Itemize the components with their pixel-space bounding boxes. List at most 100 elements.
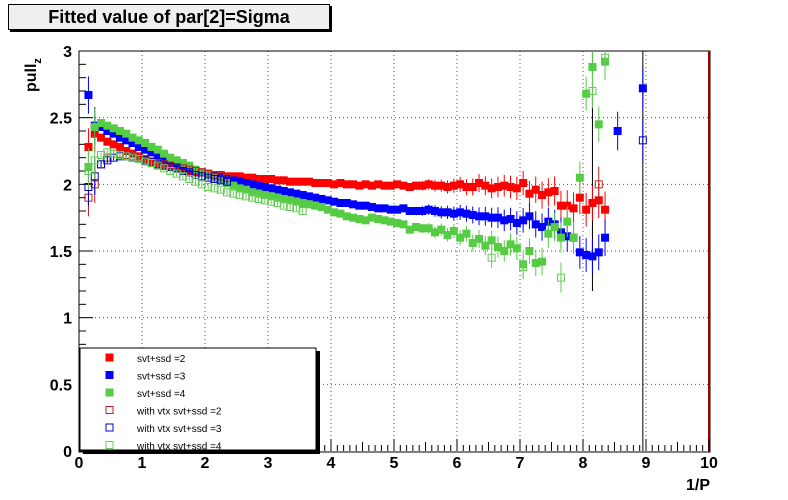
series-3-point <box>569 233 578 242</box>
series-3-point <box>588 63 597 71</box>
series-1-point <box>512 184 521 193</box>
series-3-point <box>512 244 521 253</box>
x-tick-label: 8 <box>579 455 588 472</box>
legend-marker <box>105 423 114 432</box>
series-5-point <box>103 156 112 165</box>
series-5-point <box>223 177 232 186</box>
y-tick-label: 2 <box>63 177 72 194</box>
data-points <box>84 51 647 451</box>
series-6-point <box>178 172 187 181</box>
series-6-point <box>248 193 257 202</box>
series-3-point <box>475 235 484 243</box>
series-1-point <box>569 204 578 213</box>
series-6-point <box>273 199 282 207</box>
series-6-point <box>204 183 213 191</box>
series-6-point <box>241 192 250 201</box>
series-6-point <box>229 189 238 198</box>
series-6-point <box>84 167 93 175</box>
y-tick-label: 1 <box>63 311 72 328</box>
y-axis-label-main: pull <box>23 64 40 92</box>
series-3-point <box>525 247 534 255</box>
x-tick-label: 2 <box>201 455 210 472</box>
y-axis-label-sub: z <box>32 58 44 64</box>
series-1-point <box>582 205 591 214</box>
series-6-point <box>223 188 232 197</box>
series-6-point <box>153 161 162 170</box>
y-tick-label: 0 <box>63 444 72 461</box>
series-2-point <box>525 212 534 221</box>
series-1-point <box>531 185 540 194</box>
series-6-point <box>216 185 225 194</box>
legend-label: svt+ssd =3 <box>137 372 186 383</box>
y-tick-label: 3 <box>63 44 72 61</box>
series-6-point <box>141 157 150 166</box>
series-6-point <box>519 263 528 271</box>
x-tick-label: 9 <box>642 455 651 472</box>
series-3-point <box>575 173 584 182</box>
legend-marker <box>105 441 114 449</box>
series-5-point <box>210 175 219 183</box>
series-3-point <box>481 241 490 250</box>
series-6-point <box>210 184 219 193</box>
series-6-point <box>97 151 106 159</box>
legend-marker <box>105 388 114 397</box>
series-3-point <box>550 223 559 231</box>
series-3-point <box>582 89 591 98</box>
legend-box <box>79 347 317 451</box>
series-5-point <box>638 136 647 145</box>
series-3-point <box>437 225 446 234</box>
series-3-point <box>538 257 547 266</box>
series-3-point <box>449 227 458 235</box>
series-1-point <box>519 179 528 187</box>
series-6-point <box>292 204 301 213</box>
series-6-point <box>160 164 169 173</box>
legend-label: with vtx svt+ssd =4 <box>136 442 222 453</box>
series-6-point <box>185 175 194 183</box>
x-tick-label: 4 <box>327 455 336 472</box>
series-6-point <box>279 201 288 210</box>
series-3-point <box>487 236 496 245</box>
series-3-point <box>399 220 408 229</box>
y-axis-label: pullz <box>23 58 44 92</box>
series-2-point <box>594 248 603 257</box>
legend-label: with vtx svt+ssd =2 <box>136 407 222 418</box>
series-6-point <box>172 169 181 178</box>
series-6-point <box>601 53 610 62</box>
series-1-point <box>575 193 584 202</box>
series-2-point <box>601 233 610 242</box>
legend-label: svt+ssd =2 <box>137 354 186 365</box>
series-5-point <box>216 176 225 185</box>
series-2-point <box>613 127 622 135</box>
series-2-point <box>538 223 547 231</box>
series-6-point <box>197 180 206 189</box>
legend-marker <box>105 353 114 362</box>
series-6-point <box>103 148 112 157</box>
series-1-point <box>601 205 610 214</box>
series-6-point <box>147 159 156 167</box>
series-6-point <box>235 191 244 199</box>
series-3-point <box>563 217 572 226</box>
y-tick-label: 1.5 <box>50 244 72 261</box>
x-axis-label: 1/P <box>686 477 710 494</box>
y-tick-label: 2.5 <box>50 111 72 128</box>
x-tick-label: 6 <box>453 455 462 472</box>
series-6-point <box>191 177 200 186</box>
legend-marker <box>105 406 114 414</box>
series-3-point <box>462 229 471 238</box>
legend-label: with vtx svt+ssd =3 <box>136 424 222 435</box>
series-6-point <box>109 149 118 158</box>
legend: svt+ssd =2 svt+ssd =3 svt+ssd =4 with vtx s… <box>79 347 320 454</box>
series-6-point <box>487 253 496 262</box>
series-6-point <box>267 197 276 206</box>
series-3-point <box>544 229 553 238</box>
x-tick-label: 0 <box>75 455 84 472</box>
series-1-point <box>550 187 559 195</box>
x-tick-label: 7 <box>516 455 525 472</box>
x-tick-label: 1 <box>138 455 147 472</box>
series-2-point <box>84 91 93 99</box>
x-tick-label: 10 <box>700 455 718 472</box>
y-tick-label: 0.5 <box>50 377 72 394</box>
series-5-point <box>204 173 213 182</box>
x-tick-label: 3 <box>264 455 273 472</box>
chart-title: Fitted value of par[2]=Sigma <box>8 4 330 30</box>
